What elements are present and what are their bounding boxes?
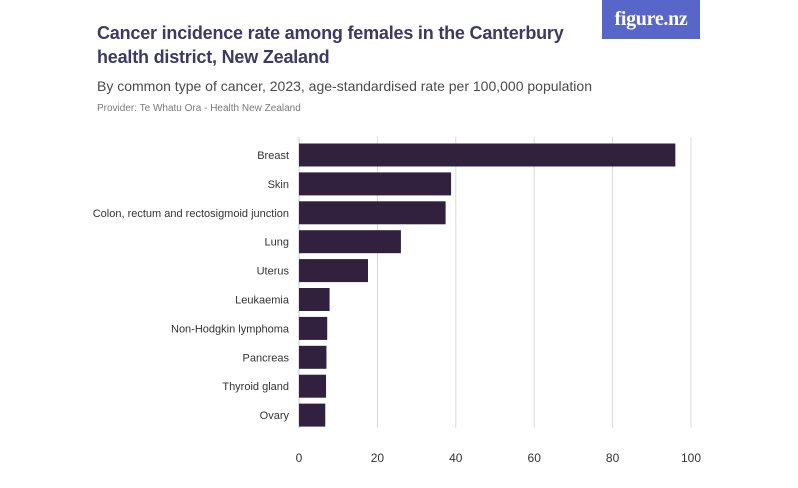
category-label: Thyroid gland (222, 381, 289, 393)
category-label: Breast (257, 150, 289, 162)
x-tick-label: 40 (449, 451, 463, 465)
bars (299, 143, 676, 427)
category-label: Pancreas (243, 352, 290, 364)
x-tick-label: 60 (528, 451, 542, 465)
figure-nz-logo[interactable]: figure.nz (602, 0, 700, 39)
category-label: Leukaemia (235, 295, 290, 307)
bar[interactable] (299, 403, 326, 427)
bar[interactable] (299, 259, 368, 283)
category-label: Ovary (260, 410, 290, 422)
chart-title: Cancer incidence rate among females in t… (97, 23, 564, 67)
bar[interactable] (299, 230, 401, 254)
bar[interactable] (299, 172, 452, 196)
category-label: Non-Hodgkin lymphoma (171, 323, 290, 335)
category-label: Colon, rectum and rectosigmoid junction (93, 208, 289, 220)
bar[interactable] (299, 316, 328, 340)
category-labels: Breast Skin Colon, rectum and rectosigmoid… (93, 150, 290, 422)
chart-subtitle: By common type of cancer, 2023, age-stan… (97, 78, 592, 94)
bar[interactable] (299, 288, 330, 311)
category-label: Skin (268, 179, 289, 191)
x-axis: 0 20 40 60 80 100 (296, 451, 702, 465)
category-label: Lung (265, 237, 289, 249)
x-tick-label: 100 (681, 451, 701, 465)
x-tick-label: 20 (371, 451, 385, 465)
bar[interactable] (299, 201, 446, 225)
bar[interactable] (299, 374, 327, 398)
x-tick-label: 0 (296, 451, 303, 465)
category-label: Uterus (257, 266, 290, 278)
x-tick-label: 80 (606, 451, 620, 465)
bar[interactable] (299, 345, 327, 369)
bar[interactable] (299, 143, 676, 167)
data-provider: Provider: Te Whatu Ora - Health New Zeal… (97, 103, 301, 114)
